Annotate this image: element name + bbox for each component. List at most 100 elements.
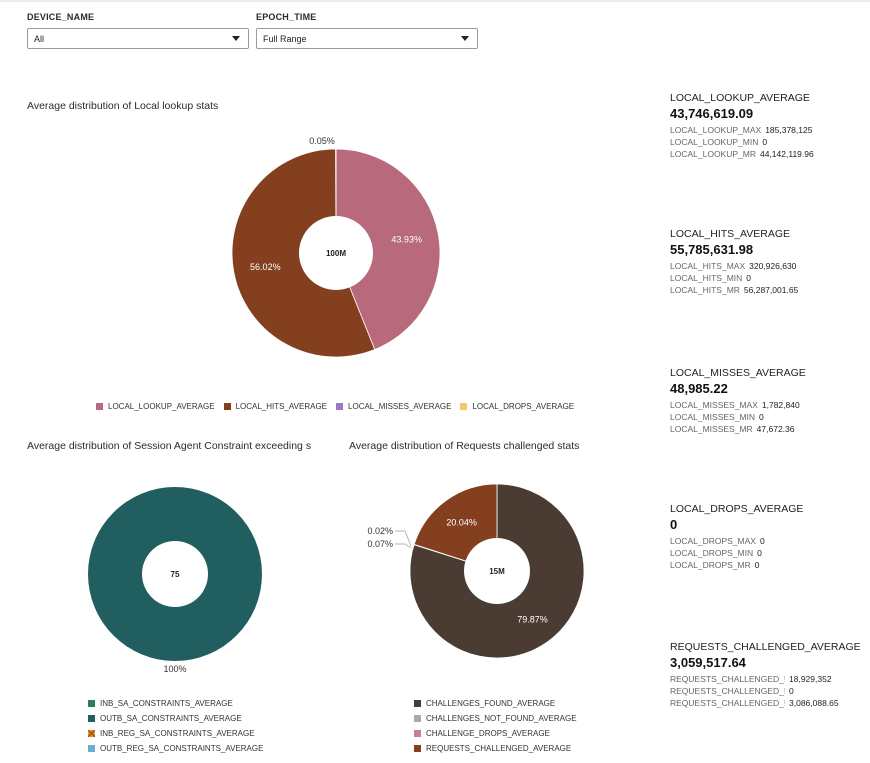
metric-sub-row: LOCAL_LOOKUP_MIN 0 [670,136,870,148]
metric-card-local-lookup-average: LOCAL_LOOKUP_AVERAGE 43,746,619.09 LOCAL_L… [670,92,870,160]
legend-swatch [414,730,421,737]
label-leader-line [395,543,412,549]
metric-sub-row: LOCAL_LOOKUP_MAX 185,378,125 [670,124,870,136]
metric-sub-value: 0 [789,686,794,696]
metric-card-local-drops-average: LOCAL_DROPS_AVERAGE 0 LOCAL_DROPS_MAX 0 LOCA… [670,503,870,571]
legend-item[interactable]: LOCAL_MISSES_AVERAGE [336,402,451,411]
metric-value: 48,985.22 [670,381,728,396]
metric-title: LOCAL_LOOKUP_AVERAGE [670,92,810,104]
slice-label: 56.02% [250,262,281,272]
local-lookup-legend: LOCAL_LOOKUP_AVERAGE LOCAL_HITS_AVERAGE LO… [96,402,583,411]
metric-sub-row: LOCAL_HITS_MR 56,287,001.65 [670,284,870,296]
legend-swatch [88,730,95,737]
legend-item[interactable]: INB_REG_SA_CONSTRAINTS_AVERAGE [88,729,263,738]
legend-label: OUTB_REG_SA_CONSTRAINTS_AVERAGE [100,744,264,753]
donut-center-label: 100M [326,249,346,258]
slice-label: 79.87% [517,614,548,624]
legend-item[interactable]: LOCAL_DROPS_AVERAGE [460,402,574,411]
legend-item[interactable]: OUTB_REG_SA_CONSTRAINTS_AVERAGE [88,744,263,753]
legend-item[interactable]: OUTB_SA_CONSTRAINTS_AVERAGE [88,714,263,723]
slice-label: 0.05% [309,136,335,146]
metric-sub-value: 44,142,119.96 [759,149,814,159]
metric-sub-key: LOCAL_DROPS_MR [670,560,751,570]
metric-sub-row: LOCAL_MISSES_MAX 1,782,840 [670,399,870,411]
slice-label: 0.07% [367,539,393,549]
metric-sub-key: REQUESTS_CHALLENGED_! [670,674,785,684]
session-agent-legend: INB_SA_CONSTRAINTS_AVERAGE OUTB_SA_CONSTR… [88,699,272,759]
epoch-time-value: Full Range [263,34,307,44]
device-name-value: All [34,34,45,44]
metric-value: 43,746,619.09 [670,106,754,121]
donut-hole [142,541,208,607]
legend-label: CHALLENGE_DROPS_AVERAGE [426,729,550,738]
legend-swatch [223,403,231,410]
metric-sub-value: 0 [759,412,764,422]
metric-sub-key: LOCAL_HITS_MIN [670,273,743,283]
metric-value: 55,785,631.98 [670,242,754,257]
slice-label: 20.04% [446,518,477,528]
legend-label: LOCAL_LOOKUP_AVERAGE [108,402,215,411]
slice-label: 100% [163,664,186,674]
legend-item[interactable]: REQUESTS_CHALLENGED_AVERAGE [414,744,577,753]
chevron-down-icon [232,36,240,41]
metric-sub-value: 0 [757,548,762,558]
slice-label: 0.02% [367,526,393,536]
metric-sub-value: 56,287,001.65 [743,285,799,295]
requests-challenged-legend: CHALLENGES_FOUND_AVERAGE CHALLENGES_NOT_F… [414,699,586,759]
epoch-time-select[interactable]: Full Range [256,28,478,49]
metric-sub-key: LOCAL_HITS_MR [670,285,740,295]
metric-sub-row: REQUESTS_CHALLENGED_! 0 [670,685,870,697]
metric-sub-value: 185,378,125 [765,125,813,135]
metric-sub-value: 0 [762,137,768,147]
device-name-filter: DEVICE_NAME All [27,12,249,52]
legend-item[interactable]: INB_SA_CONSTRAINTS_AVERAGE [88,699,263,708]
metric-sub-value: 3,086,088.65 [789,698,839,708]
donut-hole [299,216,373,290]
metric-sub-row: LOCAL_DROPS_MR 0 [670,559,870,571]
metric-sub-key: LOCAL_MISSES_MR [670,424,753,434]
legend-swatch [96,403,103,410]
device-name-select[interactable]: All [27,28,249,49]
donut-hole [464,538,530,604]
metric-card-local-misses-average: LOCAL_MISSES_AVERAGE 48,985.22 LOCAL_MISSE… [670,367,870,435]
metric-sub-key: LOCAL_DROPS_MAX [670,536,756,546]
legend-item[interactable]: CHALLENGES_FOUND_AVERAGE [414,699,577,708]
legend-swatch [88,745,95,752]
chevron-down-icon [461,36,469,41]
metric-sub-row: LOCAL_DROPS_MIN 0 [670,547,870,559]
metric-sub-row: LOCAL_MISSES_MR 47,672.36 [670,423,870,435]
epoch-time-label: EPOCH_TIME [256,12,317,22]
metric-sub-value: 320,926,630 [749,261,797,271]
metric-sub-key: LOCAL_MISSES_MIN [670,412,756,422]
metric-sub-value: 18,929,352 [789,674,832,684]
legend-item[interactable]: LOCAL_HITS_AVERAGE [223,402,327,411]
metric-sub-value: 47,672.36 [756,424,795,434]
metric-sub-value: 0 [746,273,752,283]
epoch-time-filter: EPOCH_TIME Full Range [256,12,478,52]
legend-swatch [88,715,95,722]
metric-value: 0 [670,517,678,532]
legend-label: CHALLENGES_FOUND_AVERAGE [426,699,556,708]
metric-sub-value: 1,782,840 [761,400,800,410]
metric-sub-key: LOCAL_DROPS_MIN [670,548,754,558]
metric-sub-row: LOCAL_HITS_MAX 320,926,630 [670,260,870,272]
legend-label: REQUESTS_CHALLENGED_AVERAGE [426,744,572,753]
label-leader-line [395,530,412,547]
legend-label: INB_REG_SA_CONSTRAINTS_AVERAGE [100,729,255,738]
legend-swatch [88,700,95,707]
legend-swatch [336,403,344,410]
metric-sub-key: LOCAL_MISSES_MAX [670,400,758,410]
legend-label: LOCAL_MISSES_AVERAGE [348,402,452,411]
legend-item[interactable]: CHALLENGES_NOT_FOUND_AVERAGE [414,714,577,723]
legend-item[interactable]: CHALLENGE_DROPS_AVERAGE [414,729,577,738]
metric-sub-key: LOCAL_HITS_MAX [670,261,746,271]
metric-card-local-hits-average: LOCAL_HITS_AVERAGE 55,785,631.98 LOCAL_HIT… [670,228,870,296]
legend-swatch [414,715,421,722]
legend-item[interactable]: LOCAL_LOOKUP_AVERAGE [96,402,215,411]
legend-swatch [414,745,421,752]
donut-center-label: 75 [171,570,180,579]
metric-sub-row: LOCAL_MISSES_MIN 0 [670,411,870,423]
metric-sub-key: REQUESTS_CHALLENGED_! [670,686,785,696]
metric-sub-key: LOCAL_LOOKUP_MAX [670,125,762,135]
